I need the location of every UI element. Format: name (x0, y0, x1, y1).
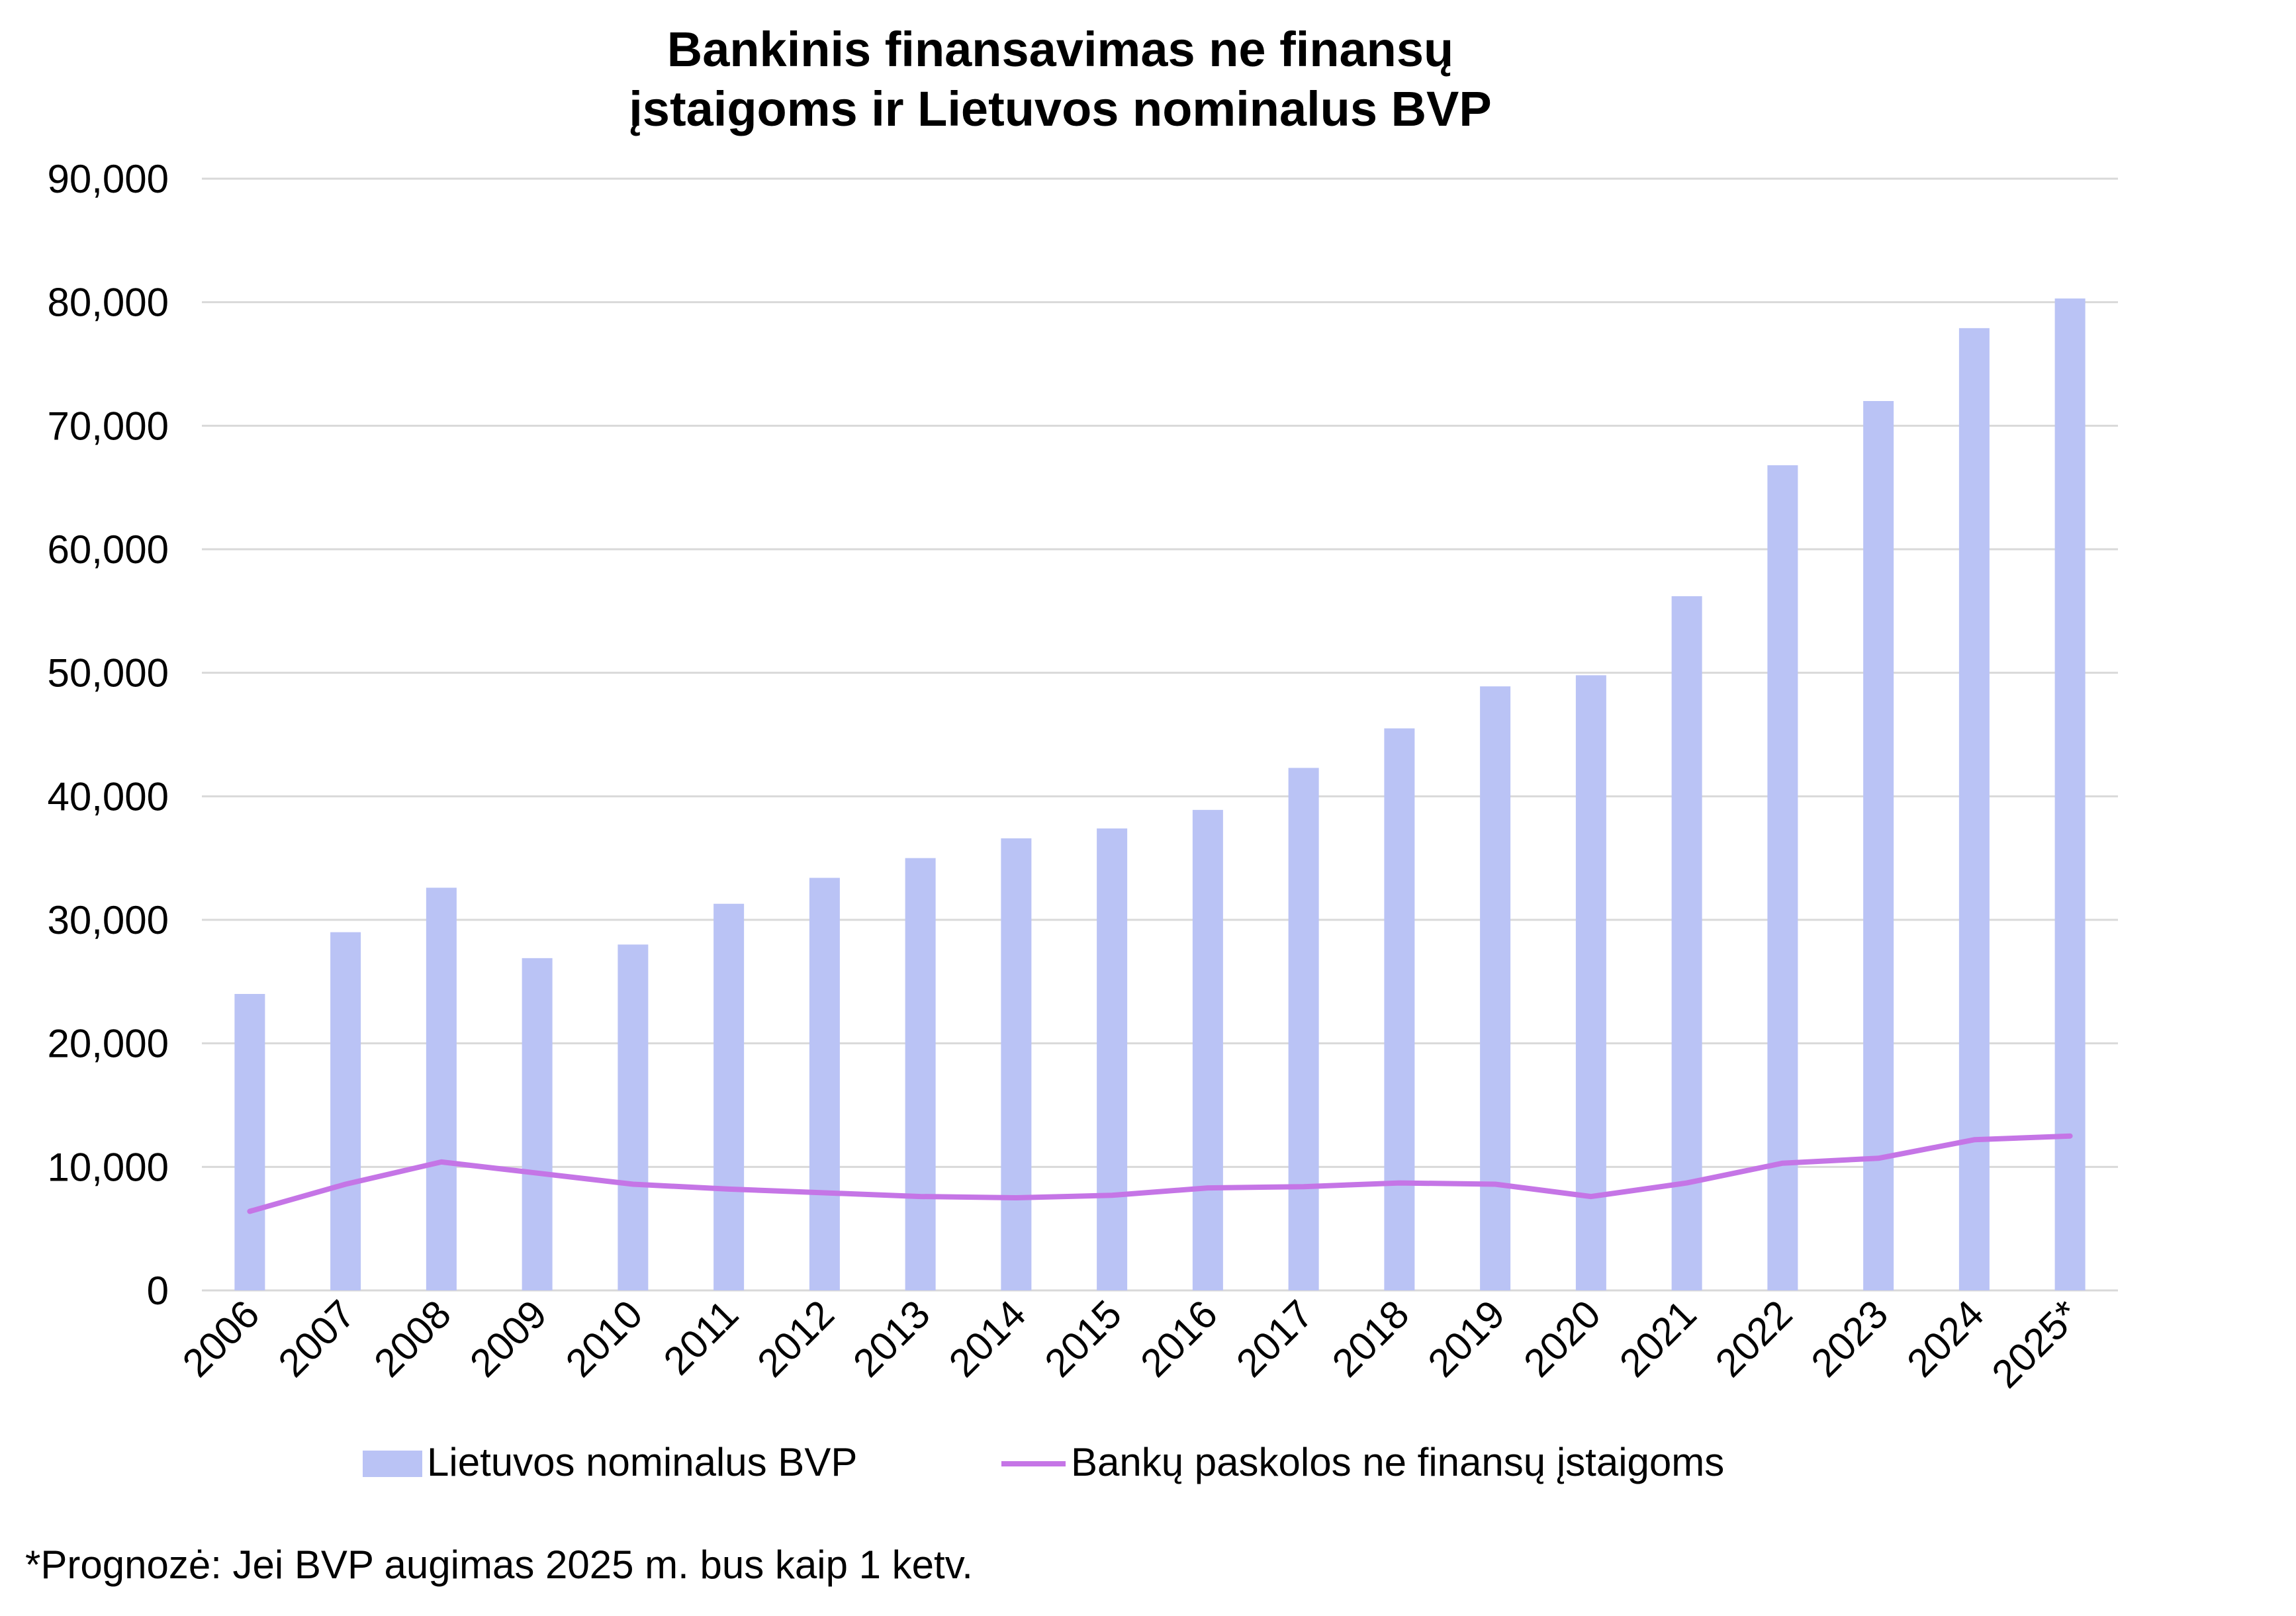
x-tick-label: 2025* (1984, 1292, 2088, 1396)
y-tick-label: 80,000 (47, 281, 169, 325)
x-tick-label: 2007 (270, 1292, 364, 1386)
y-tick-label: 0 (147, 1269, 169, 1313)
bar (1575, 675, 1606, 1290)
bar (522, 958, 553, 1290)
bar (713, 903, 745, 1290)
bar-series (234, 298, 2086, 1291)
x-tick-label: 2012 (749, 1292, 843, 1386)
bar (809, 877, 840, 1290)
bar (1192, 809, 1223, 1290)
y-tick-label: 10,000 (47, 1145, 169, 1189)
legend-label-bar: Lietuvos nominalus BVP (427, 1440, 857, 1484)
footnote: *Prognozė: Jei BVP augimas 2025 m. bus k… (25, 1543, 973, 1587)
chart-title: Bankinis finansavimas ne finansų įstaigo… (629, 22, 1492, 136)
bar (1288, 768, 1319, 1290)
bar (1480, 686, 1511, 1290)
x-tick-label: 2018 (1324, 1292, 1418, 1386)
y-tick-label: 30,000 (47, 898, 169, 942)
x-tick-label: 2022 (1707, 1292, 1801, 1386)
bar (1863, 401, 1894, 1290)
bar (1384, 728, 1415, 1290)
x-tick-label: 2020 (1515, 1292, 1609, 1386)
line-path (247, 1133, 2073, 1214)
x-tick-label: 2013 (845, 1292, 939, 1386)
gridlines (202, 177, 2118, 1292)
x-tick-label: 2009 (461, 1292, 555, 1386)
x-tick-label: 2019 (1420, 1292, 1514, 1386)
y-tick-label: 70,000 (47, 404, 169, 448)
x-tick-label: 2010 (557, 1292, 651, 1386)
chart-title-line-2: įstaigoms ir Lietuvos nominalus BVP (629, 81, 1492, 136)
legend-label-line: Bankų paskolos ne finansų įstaigoms (1071, 1440, 1724, 1484)
y-tick-label: 90,000 (47, 157, 169, 201)
bar (1958, 328, 1990, 1290)
bar (1001, 838, 1032, 1290)
x-tick-label: 2023 (1803, 1292, 1897, 1386)
x-tick-label: 2016 (1132, 1292, 1226, 1386)
bar (1767, 465, 1798, 1290)
bar (905, 858, 936, 1290)
bar (426, 887, 457, 1290)
x-tick-label: 2011 (655, 1292, 747, 1384)
y-axis-ticks: 0 10,000 20,000 30,000 40,000 50,000 60,000 70,… (47, 157, 169, 1313)
x-tick-label: 2021 (1611, 1292, 1705, 1386)
legend-swatch-bar (363, 1451, 422, 1477)
x-tick-label: 2006 (174, 1292, 268, 1386)
bar (330, 932, 361, 1290)
y-tick-label: 40,000 (47, 774, 169, 819)
x-tick-label: 2024 (1898, 1292, 1992, 1386)
x-tick-label: 2008 (365, 1292, 459, 1386)
bar (234, 994, 265, 1290)
x-tick-label: 2017 (1228, 1292, 1322, 1386)
bar (1097, 828, 1128, 1290)
y-tick-label: 50,000 (47, 651, 169, 696)
y-tick-label: 20,000 (47, 1022, 169, 1066)
x-axis-ticks: 2006 2007 2008 2009 2010 2011 2012 2013 2014 2015… (174, 1292, 2088, 1396)
y-tick-label: 60,000 (47, 527, 169, 572)
line-series (247, 1133, 2073, 1214)
bar (1671, 596, 1702, 1290)
bar (618, 944, 649, 1290)
legend: Lietuvos nominalus BVP Bankų paskolos ne… (363, 1440, 1724, 1484)
chart-title-line-1: Bankinis finansavimas ne finansų (667, 22, 1453, 77)
bar (2054, 298, 2086, 1291)
x-tick-label: 2014 (941, 1292, 1034, 1386)
x-tick-label: 2015 (1036, 1292, 1130, 1386)
